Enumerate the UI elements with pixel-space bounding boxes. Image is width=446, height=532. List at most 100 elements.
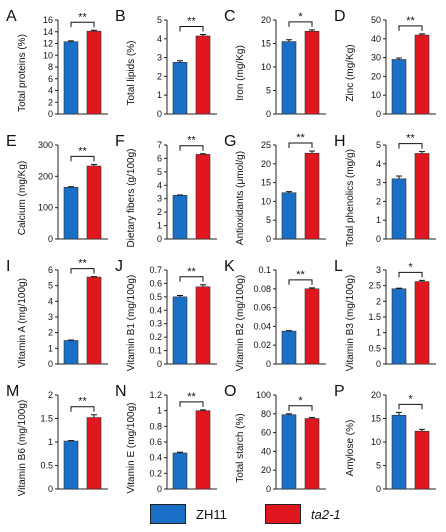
- panel-letter-e: E: [6, 133, 17, 150]
- y-label-h: Total phenolics (mg/g): [345, 149, 356, 247]
- y-tick-label-i-1: 1: [48, 343, 53, 353]
- significance-bracket-m: [70, 406, 95, 412]
- significance-label-f: **: [187, 135, 196, 147]
- y-tick-label-g-2: 10: [261, 196, 271, 206]
- y-label-g: Antioxidants (μmol/g): [235, 151, 246, 245]
- y-tick-label-c-3: 15: [261, 39, 271, 49]
- significance-bracket-j: [179, 276, 204, 282]
- significance-bracket-b: [179, 25, 204, 32]
- y-tick-label-j-2: 0.2: [149, 332, 162, 342]
- y-tick-label-i-4: 4: [48, 296, 53, 306]
- y-tick-label-l-1: 0.5: [368, 343, 381, 353]
- y-tick-label-m-1: 0.5: [40, 461, 53, 471]
- y-label-b: Total lipids (%): [126, 40, 137, 105]
- y-tick-label-h-2: 2: [376, 196, 381, 206]
- panel-letter-m: M: [6, 383, 19, 400]
- y-tick-label-m-3: 1.5: [40, 414, 53, 424]
- y-label-k: Vitamin B2 (mg/100g): [235, 275, 246, 372]
- y-tick-label-l-5: 2.5: [368, 281, 381, 291]
- y-tick-label-m-0: 0: [48, 484, 53, 494]
- y-tick-label-o-3: 60: [261, 428, 271, 438]
- y-tick-label-h-5: 5: [376, 140, 381, 150]
- bar-o-ta21: [304, 418, 320, 490]
- y-tick-label-c-0: 0: [266, 109, 271, 119]
- y-tick-label-n-6: 1.2: [149, 390, 162, 400]
- y-tick-label-f-7: 7: [157, 140, 162, 150]
- y-tick-label-j-1: 0.1: [149, 346, 162, 356]
- y-tick-label-b-3: 3: [157, 53, 162, 63]
- y-tick-label-h-0: 0: [376, 234, 381, 244]
- bar-c-ta21: [304, 30, 320, 115]
- y-tick-label-f-2: 2: [157, 207, 162, 217]
- y-tick-label-d-4: 40: [371, 34, 381, 44]
- y-tick-label-d-2: 20: [371, 71, 381, 81]
- y-tick-label-p-0: 0: [376, 484, 381, 494]
- y-tick-label-e-3: 300: [38, 140, 53, 150]
- bar-b-zh11: [172, 61, 188, 115]
- y-tick-label-g-5: 25: [261, 140, 271, 150]
- y-tick-label-d-0: 0: [376, 109, 381, 119]
- legend-swatch-ta21: [265, 504, 301, 524]
- bar-h-ta21: [414, 153, 430, 240]
- panel-letter-n: N: [115, 383, 127, 400]
- bar-o-zh11: [281, 414, 297, 490]
- legend-item-ta21: ta2-1: [265, 504, 341, 524]
- y-label-e: Calcium (mg/Kg): [17, 161, 28, 235]
- legend: ZH11 ta2-1: [0, 500, 446, 530]
- y-tick-label-n-1: 0.2: [149, 468, 162, 478]
- panel-letter-c: C: [224, 8, 236, 25]
- y-tick-label-e-2: 200: [38, 171, 53, 181]
- y-tick-label-i-2: 2: [48, 328, 53, 338]
- y-tick-label-c-4: 20: [261, 15, 271, 25]
- y-tick-label-n-0: 0: [157, 484, 162, 494]
- bar-m-ta21: [86, 417, 102, 490]
- y-tick-label-j-3: 0.3: [149, 319, 162, 329]
- bar-g-zh11: [281, 192, 297, 240]
- bar-g-ta21: [304, 152, 320, 240]
- legend-label-zh11: ZH11: [196, 506, 227, 522]
- y-tick-label-g-4: 20: [261, 159, 271, 169]
- y-tick-label-c-1: 5: [266, 86, 271, 96]
- significance-bracket-e: [70, 155, 95, 162]
- significance-label-j: **: [187, 266, 196, 278]
- bar-f-zh11: [172, 195, 188, 240]
- panel-letter-b: B: [115, 8, 126, 25]
- significance-bracket-l: [398, 271, 423, 278]
- y-tick-label-m-4: 2: [48, 390, 53, 400]
- y-tick-label-g-0: 0: [266, 234, 271, 244]
- y-tick-label-a-2: 4: [48, 86, 53, 96]
- significance-bracket-p: [398, 403, 423, 410]
- y-tick-label-c-2: 10: [261, 62, 271, 72]
- bar-j-ta21: [195, 286, 211, 365]
- y-tick-label-f-5: 5: [157, 167, 162, 177]
- panel-letter-d: D: [334, 8, 346, 25]
- bar-m-zh11: [63, 440, 79, 490]
- y-tick-label-a-0: 0: [48, 109, 53, 119]
- y-tick-label-n-4: 0.8: [149, 421, 162, 431]
- bar-i-zh11: [63, 340, 79, 365]
- panel-letter-l: L: [334, 258, 343, 275]
- y-tick-label-j-4: 0.4: [149, 305, 162, 315]
- y-label-a: Total proteins (%): [17, 34, 28, 112]
- y-tick-label-d-5: 50: [371, 15, 381, 25]
- y-label-f: Dietary fibers (g/100g): [126, 149, 137, 248]
- y-tick-label-d-1: 10: [371, 90, 381, 100]
- bar-n-ta21: [195, 410, 211, 490]
- panel-letter-o: O: [224, 383, 236, 400]
- significance-label-l: *: [408, 261, 413, 273]
- y-tick-label-k-0: 0: [266, 359, 271, 369]
- bar-k-ta21: [304, 288, 320, 365]
- significance-label-g: **: [296, 132, 305, 144]
- panel-letter-a: A: [6, 8, 17, 25]
- y-tick-label-b-5: 5: [157, 15, 162, 25]
- y-label-c: Iron (mg/Kg): [235, 45, 246, 101]
- significance-bracket-h: [398, 143, 423, 149]
- significance-bracket-n: [179, 401, 204, 407]
- y-tick-label-h-1: 1: [376, 215, 381, 225]
- bar-e-ta21: [86, 165, 102, 240]
- y-tick-label-g-1: 5: [266, 215, 271, 225]
- panel-letter-j: J: [115, 258, 123, 275]
- y-tick-label-h-3: 3: [376, 178, 381, 188]
- y-tick-label-k-1: 0.02: [253, 340, 271, 350]
- y-label-d: Zinc (mg/Kg): [345, 44, 356, 101]
